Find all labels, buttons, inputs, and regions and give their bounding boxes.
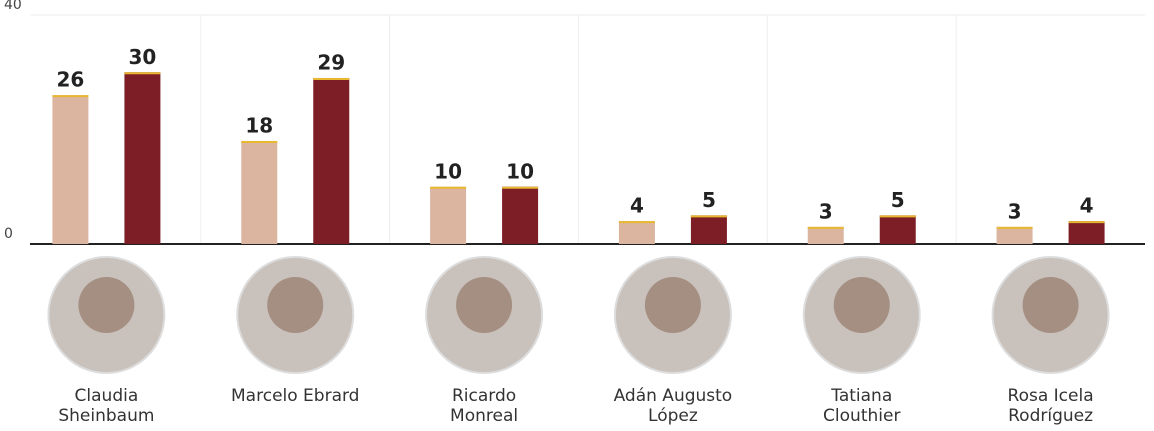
y-tick-label: 0 <box>4 226 13 242</box>
value-label: 10 <box>434 159 462 183</box>
value-label: 26 <box>56 68 84 92</box>
bar <box>52 95 88 244</box>
x-tick-label: Adán Augusto López <box>608 386 738 426</box>
x-tick-label: Claudia Sheinbaum <box>41 386 171 426</box>
value-label: 29 <box>317 50 345 74</box>
value-label: 4 <box>1080 194 1094 218</box>
bar <box>124 72 160 244</box>
value-label: 3 <box>819 199 833 223</box>
photo-head <box>456 277 512 333</box>
value-label: 30 <box>128 45 156 69</box>
bar <box>880 215 916 244</box>
photo-head <box>645 277 701 333</box>
bar <box>241 141 277 244</box>
photo-head <box>1023 277 1079 333</box>
value-label: 5 <box>702 188 716 212</box>
y-tick-label: 40 <box>4 0 22 13</box>
photo-head <box>78 277 134 333</box>
x-tick-label: Tatiana Clouthier <box>797 386 927 426</box>
x-tick-label: Rosa Icela Rodríguez <box>996 386 1106 426</box>
photo-head <box>267 277 323 333</box>
x-tick-label: Marcelo Ebrard <box>230 386 360 406</box>
bar <box>808 227 844 244</box>
bar <box>430 187 466 244</box>
value-label: 3 <box>1008 199 1022 223</box>
value-label: 18 <box>245 113 273 137</box>
photo-head <box>834 277 890 333</box>
bar <box>502 187 538 244</box>
page: 0 40 26 30 18 29 10 10 4 5 3 5 3 4 Claudia Sheinbaum M… <box>0 0 1154 431</box>
bar <box>619 221 655 244</box>
bar <box>691 215 727 244</box>
bar <box>997 227 1033 244</box>
value-label: 5 <box>891 188 905 212</box>
x-tick-label: Ricardo Monreal <box>419 386 549 426</box>
value-label: 4 <box>630 194 644 218</box>
chart: 0 40 26 30 18 29 10 10 4 5 3 5 3 4 <box>0 0 1154 431</box>
value-label: 10 <box>506 159 534 183</box>
bar <box>313 78 349 244</box>
bar <box>1069 221 1105 244</box>
